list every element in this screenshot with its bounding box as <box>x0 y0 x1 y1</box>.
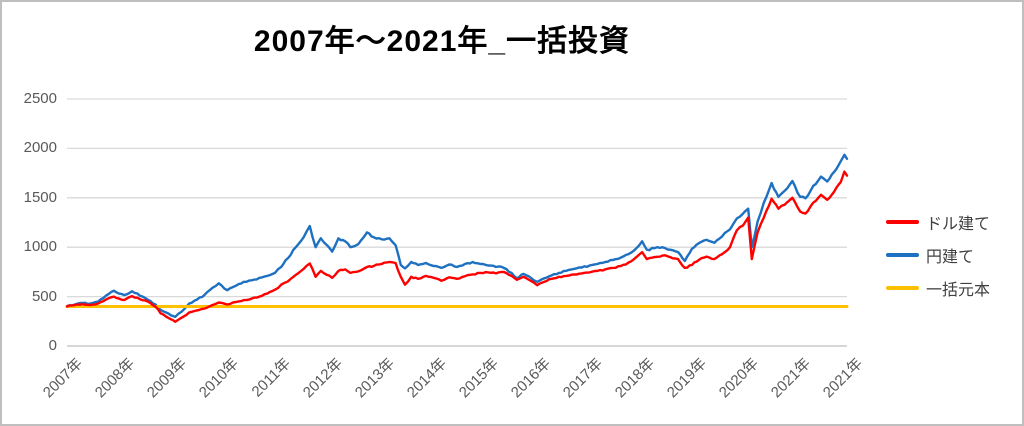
gridlines <box>67 98 847 347</box>
legend: ドル建て円建て一括元本 <box>886 205 1016 304</box>
legend-item: 一括元本 <box>886 271 1016 304</box>
legend-line-swatch <box>886 252 919 257</box>
y-axis-tick-label: 0 <box>48 337 57 354</box>
chart-title: 2007年～2021年_一括投資 <box>253 25 631 58</box>
y-axis-tick-label: 1000 <box>23 238 57 256</box>
legend-line-swatch <box>886 219 919 224</box>
y-axis-tick-label: 2500 <box>23 90 57 107</box>
y-axis-tick-label: 1500 <box>23 188 57 206</box>
y-axis-tick-label: 500 <box>31 287 57 305</box>
series-dollar-line <box>65 170 849 323</box>
legend-item: ドル建て <box>886 205 1016 238</box>
legend-label: 円建て <box>926 248 975 266</box>
legend-label: 一括元本 <box>926 281 991 299</box>
legend-label: ドル建て <box>926 215 991 233</box>
series-lines <box>65 153 849 323</box>
y-axis-tick-label: 2000 <box>23 139 57 157</box>
legend-item: 円建て <box>886 238 1016 271</box>
series-yen-line <box>65 153 849 319</box>
legend-line-swatch <box>886 285 919 290</box>
